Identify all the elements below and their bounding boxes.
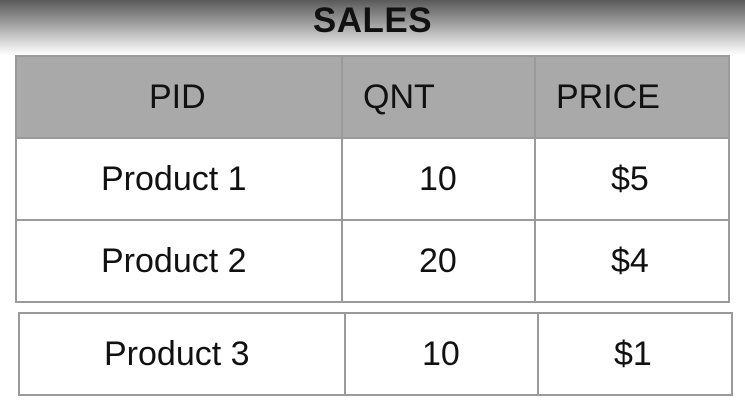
table-row: Product 3 10 $1 bbox=[18, 312, 733, 396]
cell-qnt: 10 bbox=[341, 137, 536, 221]
cell-price: $5 bbox=[534, 137, 730, 221]
table-title: SALES bbox=[312, 1, 433, 40]
column-header-qnt: QNT bbox=[341, 55, 536, 139]
table-row: Product 1 10 $5 bbox=[15, 137, 730, 221]
column-header-pid: PID bbox=[15, 55, 343, 139]
header-row: PID QNT PRICE bbox=[15, 55, 730, 139]
table-row: Product 2 20 $4 bbox=[15, 219, 730, 303]
cell-pid: Product 1 bbox=[15, 137, 343, 221]
cell-price: $1 bbox=[537, 312, 733, 396]
appended-row-table: Product 3 10 $1 bbox=[18, 312, 733, 396]
cell-pid: Product 2 bbox=[15, 219, 343, 303]
column-header-price: PRICE bbox=[534, 55, 730, 139]
header-band bbox=[0, 0, 745, 55]
sales-table: PID QNT PRICE Product 1 10 $5 Product 2 … bbox=[15, 55, 730, 303]
cell-pid: Product 3 bbox=[18, 312, 346, 396]
cell-qnt: 10 bbox=[344, 312, 539, 396]
cell-price: $4 bbox=[534, 219, 730, 303]
cell-qnt: 20 bbox=[341, 219, 536, 303]
